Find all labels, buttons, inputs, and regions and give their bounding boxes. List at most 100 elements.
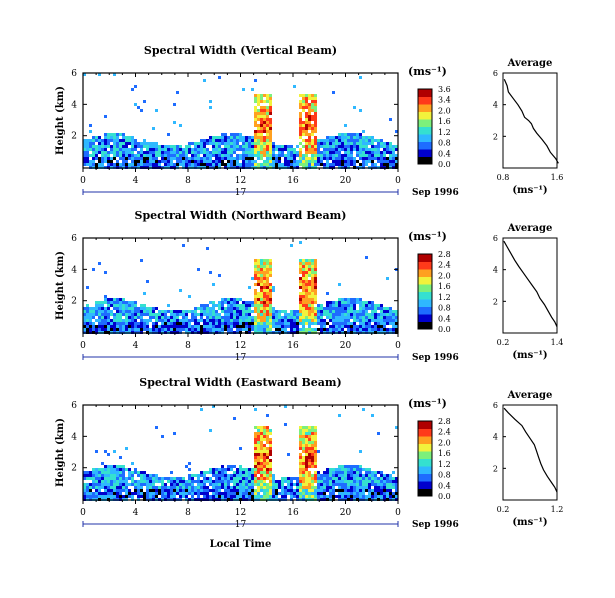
heatmap-cell [305, 142, 308, 145]
heatmap-cell [311, 292, 314, 295]
heatmap-cell [254, 453, 257, 456]
heatmap-cell [368, 328, 371, 331]
heatmap-cell [344, 310, 347, 313]
heatmap-cell [167, 148, 170, 151]
colorbar-cell [418, 466, 432, 469]
heatmap-cell [269, 447, 272, 450]
heatmap-cell [326, 160, 329, 163]
heatmap-cell [263, 280, 266, 283]
heatmap-cell [308, 163, 311, 166]
heatmap-cell [191, 328, 194, 331]
heatmap-cell [188, 325, 191, 328]
heatmap-cell [245, 142, 248, 145]
heatmap-cell [125, 477, 128, 480]
heatmap-cell [353, 319, 356, 322]
heatmap-cell [245, 139, 248, 142]
heatmap-cell [254, 304, 257, 307]
heatmap-cell [368, 154, 371, 157]
heatmap-cell [344, 151, 347, 154]
heatmap-cell [356, 136, 359, 139]
colorbar-cell [418, 297, 432, 300]
heatmap-cell [86, 154, 89, 157]
heatmap-cell [356, 468, 359, 471]
heatmap-cell [215, 145, 218, 148]
heatmap-cell [110, 304, 113, 307]
heatmap-cell [383, 492, 386, 495]
heatmap-cell [338, 310, 341, 313]
heatmap-cell [299, 292, 302, 295]
heatmap-cell [167, 486, 170, 489]
heatmap-cell [125, 480, 128, 483]
heatmap-cell [305, 453, 308, 456]
heatmap-cell [212, 304, 215, 307]
heatmap-cell [299, 453, 302, 456]
heatmap-cell [311, 328, 314, 331]
heatmap-cell [236, 468, 239, 471]
heatmap-cell [104, 145, 107, 148]
heatmap-cell [116, 325, 119, 328]
heatmap-cell [221, 154, 224, 157]
heatmap-cell [83, 471, 86, 474]
heatmap-cell [266, 97, 269, 100]
heatmap-cell [167, 157, 170, 160]
heatmap-cell [227, 310, 230, 313]
heatmap-cell [191, 492, 194, 495]
heatmap-cell [251, 322, 254, 325]
heatmap-cell [320, 313, 323, 316]
heatmap-cell [323, 319, 326, 322]
heatmap-cell [323, 480, 326, 483]
heatmap-cell [323, 157, 326, 160]
heatmap-cell [200, 139, 203, 142]
heatmap-cell [362, 307, 365, 310]
heatmap-cell [194, 322, 197, 325]
heatmap-cell [161, 316, 164, 319]
heatmap-cell [347, 163, 350, 166]
heatmap-cell [368, 304, 371, 307]
heatmap-cell [260, 151, 263, 154]
heatmap-cell [311, 274, 314, 277]
colorbar-tick-label: 1.6 [438, 449, 451, 458]
heatmap-cell [104, 492, 107, 495]
colorbar-cell [418, 158, 432, 161]
heatmap-cell [200, 471, 203, 474]
heatmap-cell [98, 136, 101, 139]
heatmap-cell [155, 307, 158, 310]
heatmap-cell [155, 486, 158, 489]
heatmap-cell [248, 286, 251, 289]
heatmap-cell [347, 148, 350, 151]
heatmap-cell [209, 271, 212, 274]
heatmap-cell [101, 313, 104, 316]
heatmap-cell [359, 495, 362, 498]
heatmap-cell [275, 163, 278, 166]
heatmap-cell [287, 483, 290, 486]
heatmap-cell [242, 468, 245, 471]
heatmap-cell [335, 474, 338, 477]
colorbar-cell [418, 449, 432, 452]
heatmap-cell [257, 112, 260, 115]
heatmap-cell [386, 148, 389, 151]
heatmap-cell [230, 160, 233, 163]
heatmap-cell [113, 139, 116, 142]
heatmap-cell [308, 118, 311, 121]
heatmap-cell [191, 310, 194, 313]
heatmap-cell [101, 163, 104, 166]
heatmap-cell [119, 316, 122, 319]
heatmap-cell [335, 328, 338, 331]
heatmap-cell [377, 307, 380, 310]
heatmap-cell [224, 157, 227, 160]
heatmap-cell [341, 471, 344, 474]
heatmap-cell [254, 322, 257, 325]
heatmap-cell [305, 280, 308, 283]
heatmap-cell [206, 328, 209, 331]
heatmap-cell [290, 313, 293, 316]
heatmap-cell [314, 462, 317, 465]
heatmap-cell [374, 319, 377, 322]
heatmap-cell [143, 474, 146, 477]
heatmap-cell [356, 492, 359, 495]
heatmap-cell [215, 322, 218, 325]
heatmap-cell [206, 325, 209, 328]
heatmap-cell [374, 492, 377, 495]
colorbar-cell [418, 422, 432, 426]
heatmap-cell [308, 465, 311, 468]
heatmap-cell [86, 313, 89, 316]
